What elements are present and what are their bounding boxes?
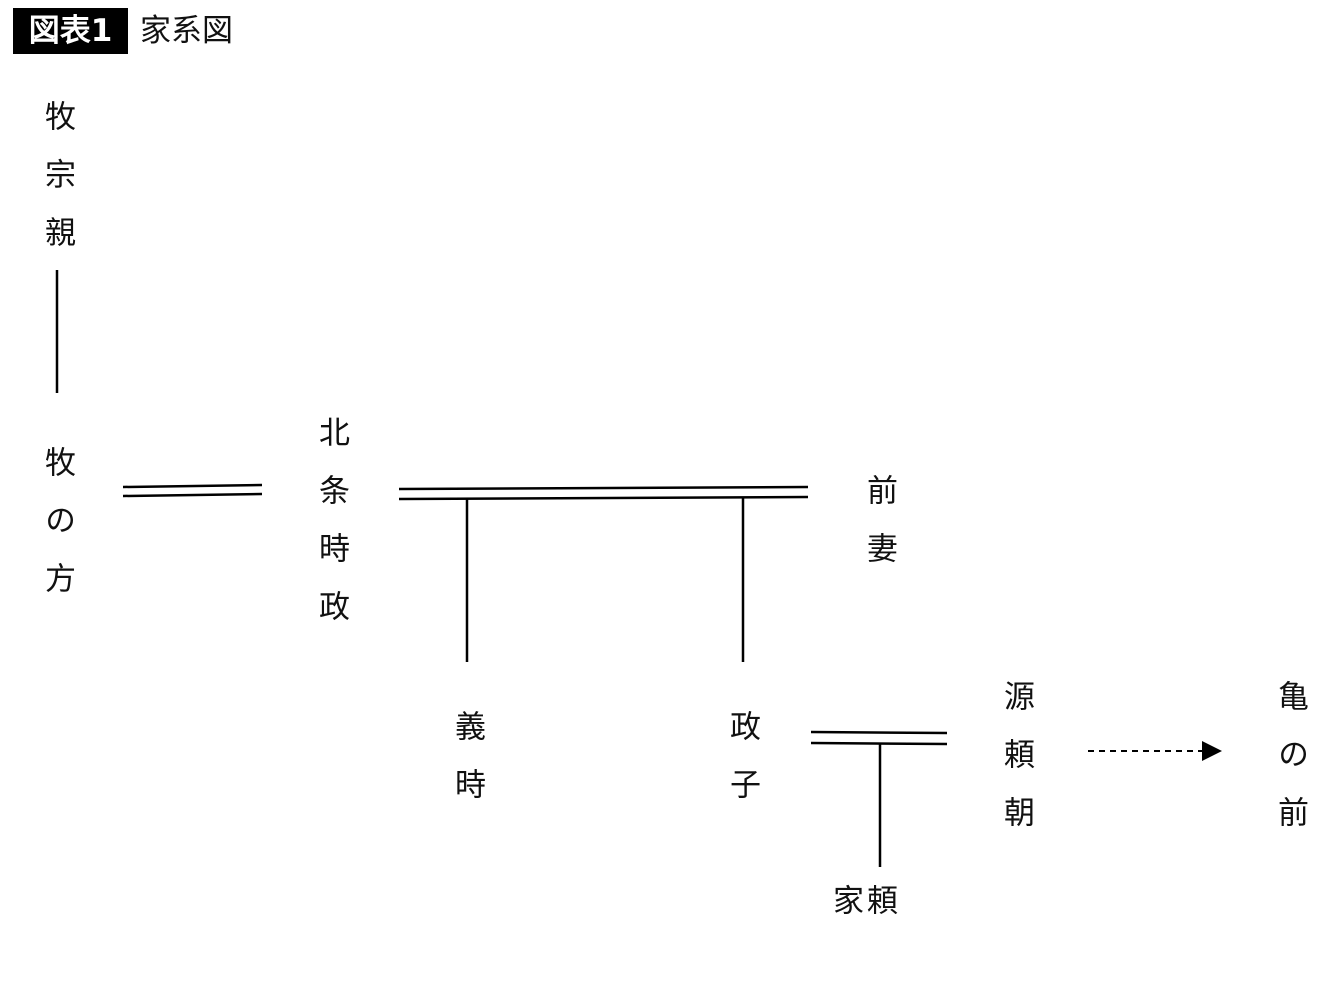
person-yoriie: 頼家 [827,884,897,942]
figure-badge: 図表1 [13,8,128,54]
marriage-line-tokimasa-zensai [398,485,809,501]
person-kame-no-mae: 亀の前 [1272,680,1308,854]
person-maki-munechika: 牧宗親 [39,100,75,274]
person-hojo-tokimasa: 北条時政 [313,416,349,648]
person-masako: 政子 [724,710,760,826]
person-maki-no-kata: 牧の方 [39,446,75,620]
marriage-line-tokimasa-makinokata [122,483,263,498]
person-yoshitoki: 義時 [449,710,485,826]
marriage-line-masako-yoritomo [810,730,948,746]
person-zensai: 前妻 [861,474,897,590]
person-minamoto-yoritomo: 源頼朝 [998,680,1034,854]
figure-title: 家系図 [140,13,233,49]
